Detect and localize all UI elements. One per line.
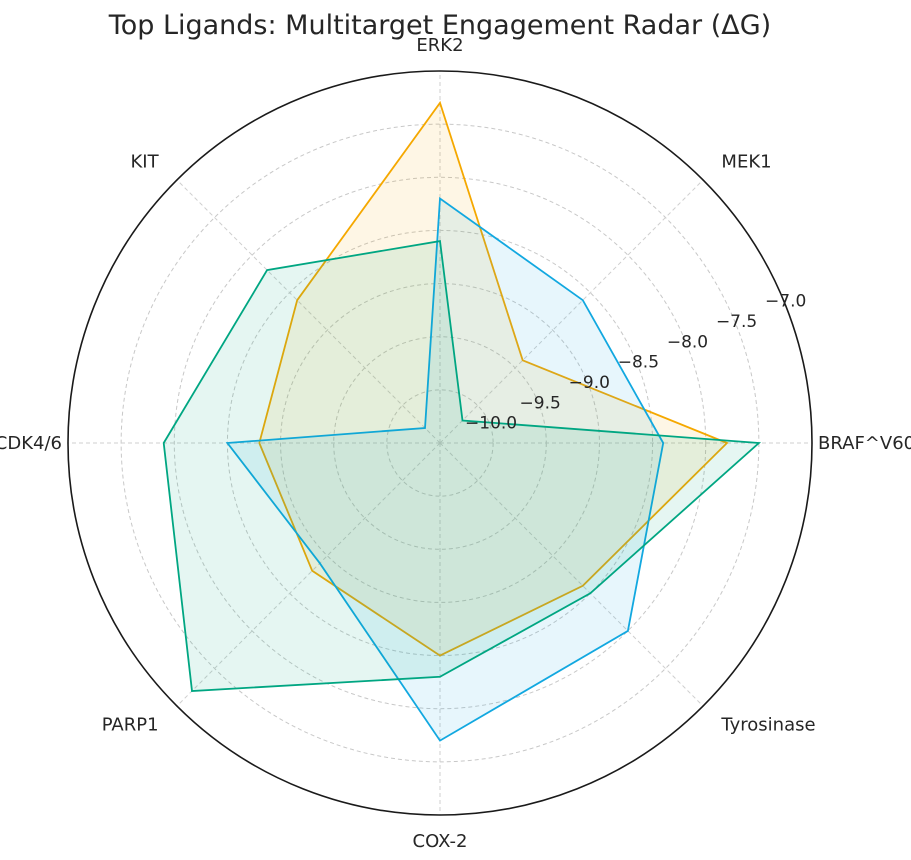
axis-label: KIT	[130, 152, 159, 173]
series-1-fill	[259, 102, 727, 656]
axis-spoke	[176, 179, 441, 444]
axis-label: PARP1	[102, 714, 159, 735]
r-tick-label: −7.0	[765, 292, 806, 312]
grid-ring	[173, 176, 707, 710]
outer-ring	[67, 70, 813, 816]
axis-spoke	[439, 442, 704, 707]
series-2-line	[225, 196, 665, 742]
radar-series	[162, 100, 762, 742]
r-tick-label: −9.0	[569, 373, 610, 393]
r-tick-label: −8.0	[667, 332, 708, 352]
axis-label: BRAF^V600E	[818, 433, 911, 454]
axis-spoke	[176, 442, 441, 707]
series-3-line	[162, 240, 762, 692]
axis-label: CDK4/6	[0, 433, 62, 454]
grid-ring	[386, 389, 494, 497]
r-tick-label: −7.5	[716, 312, 757, 332]
series-1-line	[258, 100, 729, 657]
axis-labels: BRAF^V600E MEK1 ERK2 KIT CDK4/6 PARP1 COX-2 Tyr…	[0, 35, 911, 852]
r-tick-label: −10.0	[465, 414, 517, 434]
axis-label: MEK1	[721, 152, 771, 173]
series-3-fill	[163, 241, 759, 691]
axis-label: COX-2	[413, 831, 468, 852]
r-tick-label: −9.5	[520, 393, 561, 413]
grid-ring	[280, 283, 600, 603]
radial-tick-labels: −10.0−9.5 −9.0 −8.5 −8.0 −7.5 −7.0	[465, 292, 806, 434]
axis-label: Tyrosinase	[720, 714, 815, 735]
axis-spoke	[439, 179, 704, 444]
r-tick-label: −8.5	[618, 353, 659, 373]
chart-title: Top Ligands: Multitarget Engagement Rada…	[108, 10, 771, 41]
series-2-fill	[227, 198, 664, 741]
axis-label: ERK2	[416, 35, 463, 56]
